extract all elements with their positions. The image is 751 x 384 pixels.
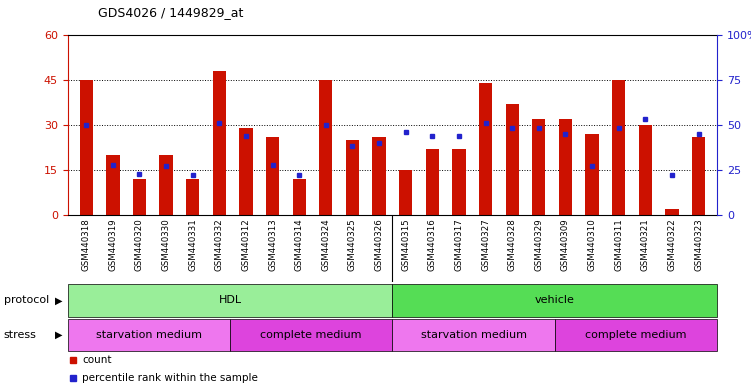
Text: ▶: ▶ — [55, 330, 62, 340]
Text: HDL: HDL — [219, 295, 242, 306]
Bar — [240, 128, 252, 215]
Bar — [106, 155, 119, 215]
Bar — [392, 319, 555, 351]
Bar — [479, 83, 492, 215]
Bar — [293, 179, 306, 215]
Text: GSM440328: GSM440328 — [508, 218, 517, 271]
Text: starvation medium: starvation medium — [421, 330, 526, 340]
Text: GSM440317: GSM440317 — [454, 218, 463, 271]
Bar — [532, 119, 545, 215]
Bar — [80, 80, 93, 215]
Bar — [133, 179, 146, 215]
Bar — [505, 104, 519, 215]
Text: starvation medium: starvation medium — [96, 330, 202, 340]
Bar — [692, 137, 705, 215]
Bar — [452, 149, 466, 215]
Bar — [372, 137, 386, 215]
Text: GSM440313: GSM440313 — [268, 218, 277, 271]
Text: GSM440319: GSM440319 — [108, 218, 117, 271]
Text: protocol: protocol — [4, 295, 49, 306]
Bar — [559, 119, 572, 215]
Bar — [159, 155, 173, 215]
Bar — [586, 134, 599, 215]
Text: GSM440332: GSM440332 — [215, 218, 224, 271]
Bar — [392, 284, 717, 317]
Text: GSM440311: GSM440311 — [614, 218, 623, 271]
Text: GSM440314: GSM440314 — [294, 218, 303, 271]
Bar — [665, 209, 679, 215]
Bar — [266, 137, 279, 215]
Text: GSM440325: GSM440325 — [348, 218, 357, 271]
Text: count: count — [82, 355, 111, 366]
Text: GSM440310: GSM440310 — [587, 218, 596, 271]
Text: stress: stress — [4, 330, 37, 340]
Bar — [555, 319, 717, 351]
Text: GSM440312: GSM440312 — [242, 218, 251, 271]
Text: GSM440324: GSM440324 — [321, 218, 330, 271]
Text: GSM440316: GSM440316 — [428, 218, 437, 271]
Text: GSM440320: GSM440320 — [135, 218, 144, 271]
Text: complete medium: complete medium — [585, 330, 686, 340]
Text: GSM440321: GSM440321 — [641, 218, 650, 271]
Text: GSM440327: GSM440327 — [481, 218, 490, 271]
Text: GSM440326: GSM440326 — [375, 218, 384, 271]
Text: GSM440329: GSM440329 — [534, 218, 543, 271]
Text: GSM440309: GSM440309 — [561, 218, 570, 271]
Bar — [68, 284, 392, 317]
Bar — [612, 80, 626, 215]
Text: ▶: ▶ — [55, 295, 62, 306]
Bar — [230, 319, 392, 351]
Bar — [213, 71, 226, 215]
Text: GSM440330: GSM440330 — [161, 218, 170, 271]
Text: vehicle: vehicle — [535, 295, 575, 306]
Bar — [68, 319, 230, 351]
Text: GSM440318: GSM440318 — [82, 218, 91, 271]
Text: GSM440315: GSM440315 — [401, 218, 410, 271]
Text: GDS4026 / 1449829_at: GDS4026 / 1449829_at — [98, 6, 243, 19]
Bar — [399, 170, 412, 215]
Bar — [186, 179, 199, 215]
Text: GSM440322: GSM440322 — [668, 218, 677, 271]
Bar — [319, 80, 333, 215]
Bar — [426, 149, 439, 215]
Text: percentile rank within the sample: percentile rank within the sample — [82, 373, 258, 383]
Text: complete medium: complete medium — [261, 330, 362, 340]
Bar — [345, 140, 359, 215]
Text: GSM440331: GSM440331 — [189, 218, 198, 271]
Bar — [638, 125, 652, 215]
Text: GSM440323: GSM440323 — [694, 218, 703, 271]
